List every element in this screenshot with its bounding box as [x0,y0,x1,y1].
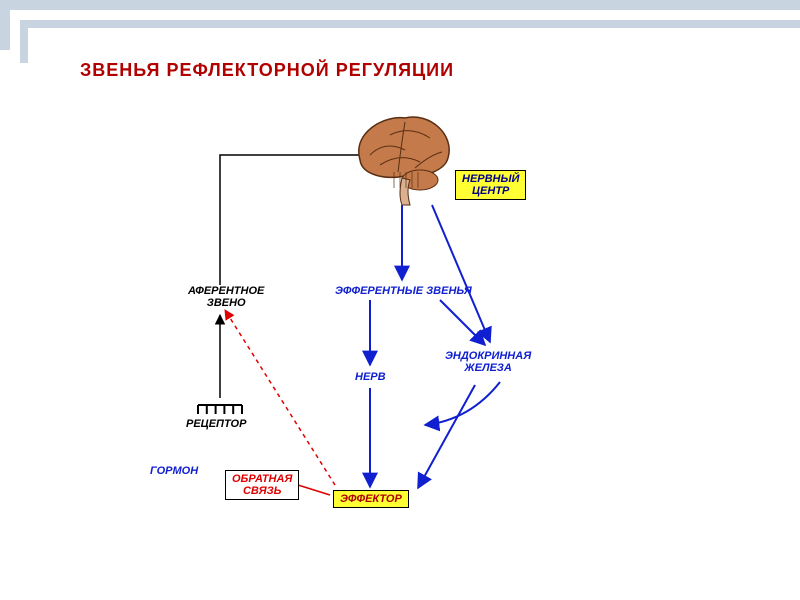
arrow-brain_to_gland [432,205,490,342]
arrow-feedback_dashed [225,310,335,485]
arrow-eff_to_gland [440,300,485,345]
arrow-gland_loop [425,382,500,425]
endocrine-label: ЭНДОКРИННАЯЖЕЛЕЗА [445,350,531,374]
diagram-title: ЗВЕНЬЯ РЕФЛЕКТОРНОЙ РЕГУЛЯЦИИ [80,60,454,81]
efferent-label: ЭФФЕРЕНТНЫЕ ЗВЕНЬЯ [335,285,472,297]
frame-inner-top [20,20,800,28]
arrow-afferent_path [220,155,365,285]
receptor-icon [198,405,242,414]
feedback-box: ОБРАТНАЯСВЯЗЬ [225,470,299,500]
frame-inner-left [20,28,28,63]
afferent-label: АФЕРЕНТНОЕЗВЕНО [188,285,264,309]
effector-box: ЭФФЕКТОР [333,490,409,508]
frame-top [0,0,800,10]
diagram-canvas [0,0,800,600]
hormone-label: ГОРМОН [150,465,198,477]
nerve-label: НЕРВ [355,371,386,383]
arrow-gland_to_eff [418,385,475,488]
nerve-center-box: НЕРВНЫЙЦЕНТР [455,170,526,200]
frame-left [0,10,10,50]
brain-icon [359,117,449,205]
receptor-label: РЕЦЕПТОР [186,418,246,430]
